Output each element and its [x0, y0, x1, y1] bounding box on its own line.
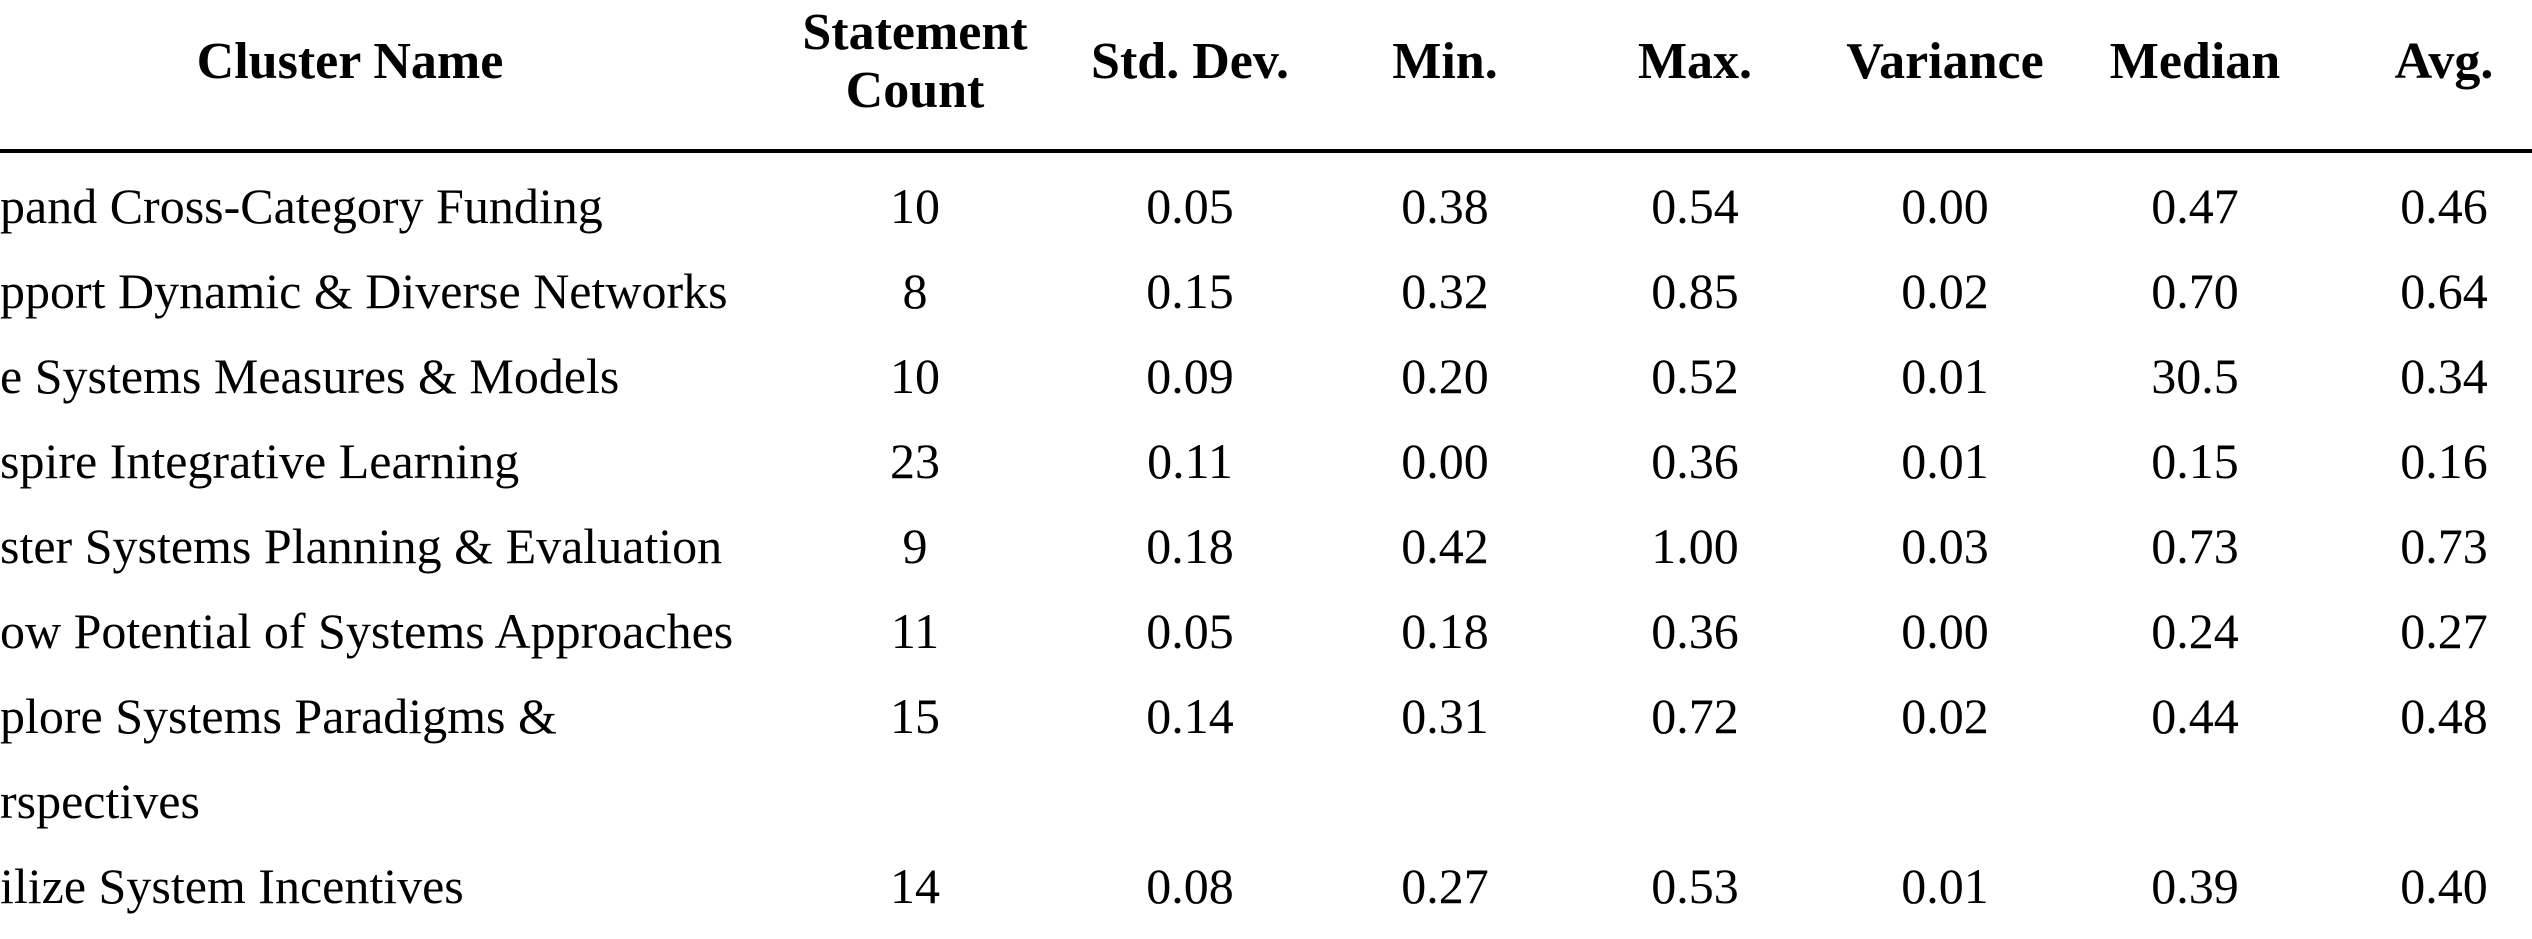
cell-median: 0.39: [2151, 858, 2239, 914]
cluster-name-line2: rspectives: [0, 773, 200, 829]
cell-median: 0.73: [2151, 518, 2239, 574]
table-row: spire Integrative Learning 23 0.11 0.00 …: [0, 419, 2532, 504]
table-row: plore Systems Paradigms & rspectives 15 …: [0, 674, 2532, 844]
cell-max: 0.52: [1651, 348, 1739, 404]
cell-min: 0.27: [1401, 858, 1489, 914]
cell-cluster-name: spire Integrative Learning: [0, 433, 520, 489]
cell-cluster-name: ow Potential of Systems Approaches: [0, 603, 734, 659]
cell-avg: 0.46: [2400, 178, 2488, 234]
table-header-row: Cluster Name Statement Count Std. Dev. M…: [0, 0, 2532, 153]
cell-cluster-name: pand Cross-Category Funding: [0, 178, 603, 234]
cell-cluster-name: ilize System Incentives: [0, 858, 464, 914]
cell-median: 0.24: [2151, 603, 2239, 659]
cell-statement-count: 9: [902, 518, 928, 574]
cell-avg: 0.48: [2400, 688, 2488, 744]
cell-cluster-name: plore Systems Paradigms & rspectives: [0, 674, 760, 844]
cell-std-dev: 0.18: [1146, 518, 1234, 574]
cell-cluster-name: pport Dynamic & Diverse Networks: [0, 263, 728, 319]
column-header-median: Median: [2109, 32, 2281, 90]
cell-max: 0.36: [1651, 603, 1739, 659]
cell-max: 0.54: [1651, 178, 1739, 234]
cell-max: 0.53: [1651, 858, 1739, 914]
cell-variance: 0.01: [1901, 348, 1989, 404]
cell-min: 0.20: [1401, 348, 1489, 404]
cell-variance: 0.02: [1901, 688, 1989, 744]
column-header-cluster-name: Cluster Name: [196, 32, 504, 90]
cell-max: 0.72: [1651, 688, 1739, 744]
table-body: pand Cross-Category Funding 10 0.05 0.38…: [0, 153, 2532, 929]
cell-avg: 0.16: [2400, 433, 2488, 489]
table-row: ster Systems Planning & Evaluation 9 0.1…: [0, 504, 2532, 589]
cell-avg: 0.34: [2400, 348, 2488, 404]
cell-median: 0.47: [2151, 178, 2239, 234]
cell-max: 1.00: [1651, 518, 1739, 574]
cell-std-dev: 0.05: [1146, 178, 1234, 234]
cell-statement-count: 14: [890, 858, 940, 914]
cell-std-dev: 0.11: [1147, 433, 1233, 489]
cell-median: 0.15: [2151, 433, 2239, 489]
cell-std-dev: 0.15: [1146, 263, 1234, 319]
cell-statement-count: 10: [890, 178, 940, 234]
cell-min: 0.00: [1401, 433, 1489, 489]
cell-variance: 0.03: [1901, 518, 1989, 574]
cell-min: 0.42: [1401, 518, 1489, 574]
cell-cluster-name: e Systems Measures & Models: [0, 348, 620, 404]
cell-statement-count: 10: [890, 348, 940, 404]
cell-std-dev: 0.09: [1146, 348, 1234, 404]
cell-min: 0.31: [1401, 688, 1489, 744]
cell-variance: 0.01: [1901, 433, 1989, 489]
table-row: ilize System Incentives 14 0.08 0.27 0.5…: [0, 844, 2532, 929]
cell-variance: 0.00: [1901, 178, 1989, 234]
cell-avg: 0.64: [2400, 263, 2488, 319]
column-header-max: Max.: [1637, 32, 1753, 90]
cell-max: 0.36: [1651, 433, 1739, 489]
table-row: pport Dynamic & Diverse Networks 8 0.15 …: [0, 249, 2532, 334]
cell-variance: 0.00: [1901, 603, 1989, 659]
cell-std-dev: 0.08: [1146, 858, 1234, 914]
table-row: e Systems Measures & Models 10 0.09 0.20…: [0, 334, 2532, 419]
cluster-name-line1: plore Systems Paradigms &: [0, 688, 557, 744]
cell-min: 0.18: [1401, 603, 1489, 659]
cell-statement-count: 8: [902, 263, 928, 319]
cell-avg: 0.27: [2400, 603, 2488, 659]
cell-avg: 0.40: [2400, 858, 2488, 914]
column-header-min: Min.: [1392, 32, 1498, 90]
cell-cluster-name: ster Systems Planning & Evaluation: [0, 518, 723, 574]
table-row: pand Cross-Category Funding 10 0.05 0.38…: [0, 164, 2532, 249]
column-header-std-dev: Std. Dev.: [1091, 32, 1289, 90]
cell-min: 0.38: [1401, 178, 1489, 234]
cell-median: 0.44: [2151, 688, 2239, 744]
column-header-statement-count: Statement Count: [802, 3, 1028, 119]
column-header-avg: Avg.: [2394, 32, 2494, 90]
cell-avg: 0.73: [2400, 518, 2488, 574]
cell-statement-count: 23: [890, 433, 940, 489]
table-row: ow Potential of Systems Approaches 11 0.…: [0, 589, 2532, 674]
cell-std-dev: 0.05: [1146, 603, 1234, 659]
cell-variance: 0.02: [1901, 263, 1989, 319]
cell-min: 0.32: [1401, 263, 1489, 319]
cell-statement-count: 15: [890, 688, 940, 744]
cell-median: 30.5: [2151, 348, 2239, 404]
cell-std-dev: 0.14: [1146, 688, 1234, 744]
cell-max: 0.85: [1651, 263, 1739, 319]
cell-median: 0.70: [2151, 263, 2239, 319]
column-header-variance: Variance: [1846, 32, 2044, 90]
cell-variance: 0.01: [1901, 858, 1989, 914]
cell-statement-count: 11: [890, 603, 940, 659]
